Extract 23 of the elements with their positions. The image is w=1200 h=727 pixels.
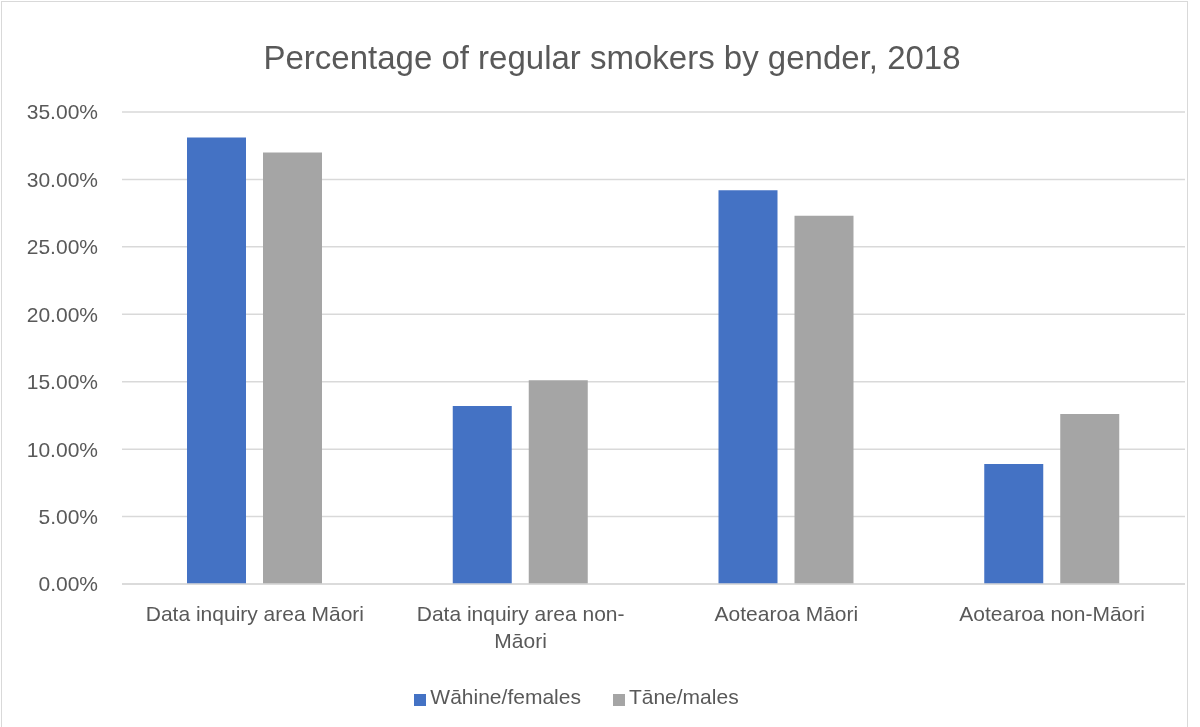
y-tick-label: 25.00% (26, 235, 98, 259)
bar (528, 380, 588, 584)
chart-title: Percentage of regular smokers by gender, 2018 (262, 38, 962, 78)
x-tick-label: Data inquiry area Māori (145, 601, 365, 625)
legend-label: Wāhine/females (430, 685, 581, 708)
bar (794, 215, 854, 584)
legend-label: Tāne/males (628, 685, 739, 708)
y-tick-label: 0.00% (38, 572, 98, 596)
y-tick-label: 5.00% (38, 505, 98, 529)
x-tick-label: Data inquiry area non-Māori (416, 601, 625, 652)
y-tick-label: 10.00% (26, 437, 98, 461)
x-tick-label: Aotearoa Māori (714, 601, 859, 625)
bar (1060, 414, 1120, 584)
y-tick-label: 35.00% (26, 100, 98, 124)
bar (187, 137, 246, 584)
bar (452, 405, 512, 584)
bar (718, 190, 778, 584)
bar (984, 463, 1044, 584)
bar (263, 152, 322, 584)
x-tick-label: Aotearoa non-Māori (959, 601, 1145, 625)
y-tick-label: 30.00% (26, 167, 98, 191)
y-tick-label: 20.00% (26, 302, 98, 326)
y-tick-label: 15.00% (26, 370, 98, 394)
